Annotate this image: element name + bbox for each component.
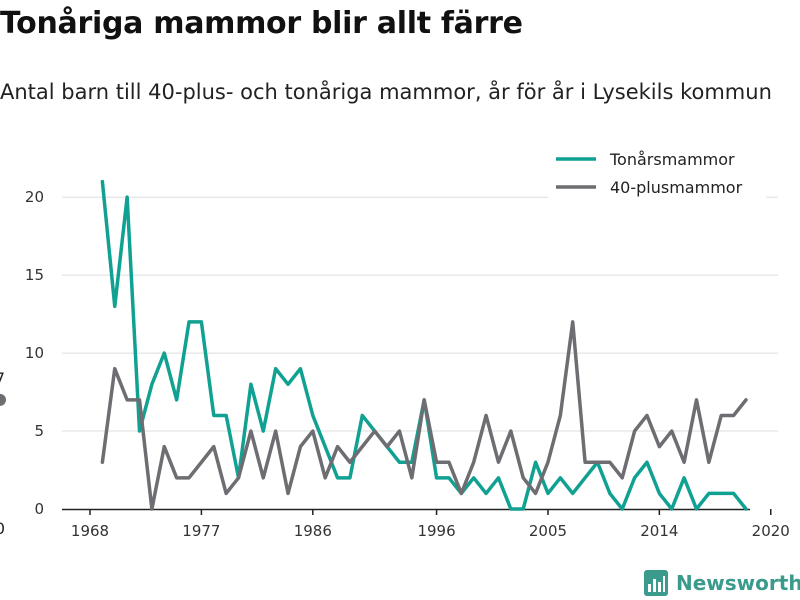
chart-title: Tonåriga mammor blir allt färre — [0, 6, 523, 41]
y-tick-label: 20 — [25, 188, 44, 206]
gridlines — [62, 196, 778, 432]
y-tick-label: 15 — [25, 266, 44, 284]
x-tick-label: 1968 — [71, 522, 109, 540]
y-tick-label: 5 — [34, 422, 44, 440]
end-label-40-plusmammor: 7 — [0, 369, 5, 388]
x-axis: 1968 1977 1986 1996 2005 2014 2020 — [62, 508, 790, 540]
series-line-tonarsmammor — [100, 179, 748, 511]
x-tick-label: 2020 — [752, 522, 790, 540]
chart-subtitle: Antal barn till 40-plus- och tonåriga ma… — [0, 80, 772, 104]
series-lines — [100, 179, 748, 511]
legend-background — [548, 144, 766, 200]
x-tick-label: 1977 — [182, 522, 220, 540]
x-tick-label: 1996 — [417, 522, 455, 540]
series-line-40-plusmammor — [100, 320, 748, 511]
legend: Tonårsmammor 40-plusmammor — [548, 144, 766, 200]
end-point-marker — [0, 393, 6, 406]
legend-label-tonarsmammor: Tonårsmammor — [609, 150, 735, 169]
brand-name: Newsworthy — [676, 571, 800, 595]
y-axis-ticks: 0 5 10 15 20 — [25, 188, 44, 518]
legend-label-40-plusmammor: 40-plusmammor — [610, 178, 743, 197]
y-tick-label: 10 — [25, 344, 44, 362]
bar-chart-logo-icon — [644, 570, 668, 596]
x-tick-label: 1986 — [294, 522, 332, 540]
brand-logo: Newsworthy — [644, 568, 800, 598]
end-label-tonarsmammor: 0 — [0, 519, 5, 538]
x-tick-label: 2005 — [529, 522, 567, 540]
x-tick-label: 2014 — [640, 522, 678, 540]
y-tick-label: 0 — [34, 500, 44, 518]
end-markers: 70 — [0, 369, 6, 538]
